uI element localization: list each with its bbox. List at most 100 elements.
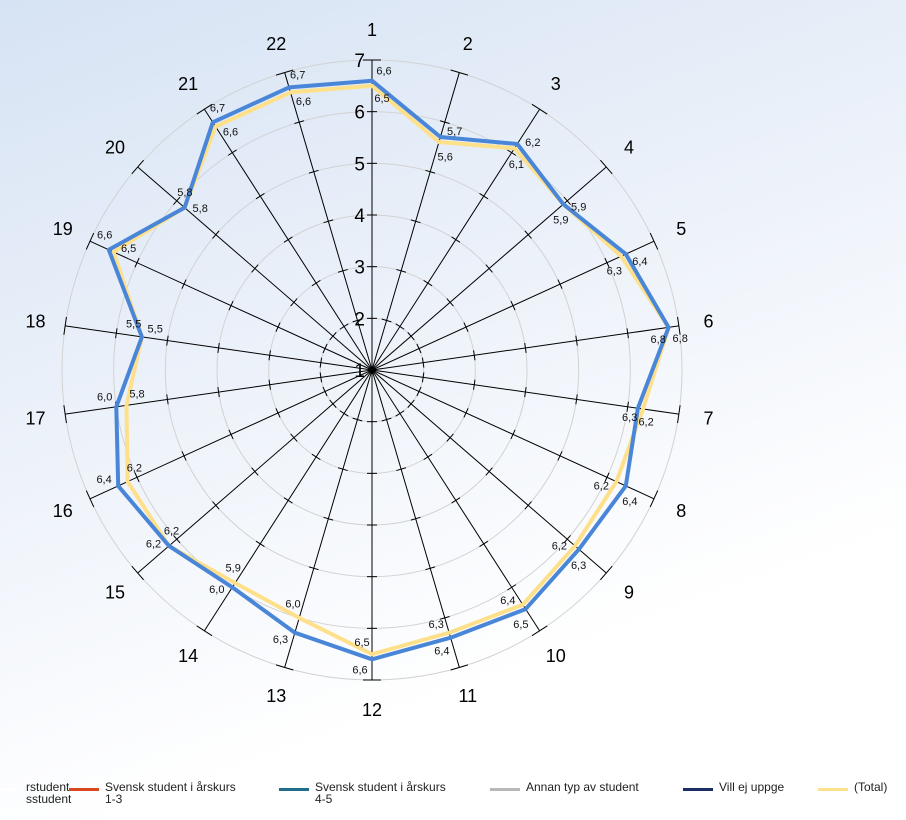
spoke-tick	[407, 399, 415, 408]
spoke-tick	[181, 279, 187, 289]
spoke-tick	[268, 379, 271, 390]
series-line	[106, 78, 671, 662]
spoke-label: 19	[53, 219, 73, 239]
spoke-tick	[626, 328, 629, 339]
spoke-tick	[251, 264, 259, 273]
spoke-tick	[524, 230, 532, 239]
spoke-tick	[463, 408, 469, 418]
spoke-label: 4	[624, 137, 634, 157]
spoke-tick	[283, 236, 293, 243]
value-label: 5,9	[226, 563, 241, 575]
spoke-tick	[268, 350, 271, 361]
value-label: 6,6	[352, 664, 367, 676]
value-label: 6,2	[594, 481, 609, 493]
legend-label: Svensk student i årskurs 4-5	[315, 780, 446, 806]
spoke-tick	[416, 343, 422, 354]
value-label: 6,6	[97, 230, 112, 242]
spoke-tick	[677, 316, 681, 335]
value-label: 6,4	[96, 474, 111, 486]
spoke-label: 1	[367, 20, 377, 40]
spoke-tick	[339, 323, 349, 330]
legend-item: (Total)	[818, 781, 887, 793]
spoke-tick	[421, 372, 425, 383]
spoke-label: 21	[178, 74, 198, 94]
spoke-tick	[115, 328, 118, 339]
spoke-tick	[563, 535, 571, 544]
value-label: 6,1	[509, 159, 524, 171]
spoke-label: 16	[53, 501, 73, 521]
value-label: 6,8	[651, 334, 666, 346]
spoke-tick	[228, 429, 234, 440]
spoke-label: 3	[551, 74, 561, 94]
value-label: 6,5	[354, 637, 369, 649]
value-label: 5,5	[126, 319, 141, 331]
spoke-tick	[677, 405, 681, 424]
spoke-label: 6	[704, 312, 714, 332]
spoke-tick	[649, 490, 659, 508]
value-label: 5,8	[177, 187, 192, 199]
spoke-tick	[600, 565, 613, 581]
ring-label: 2	[354, 309, 365, 330]
spoke-tick	[337, 268, 348, 273]
value-label: 6,4	[434, 646, 449, 658]
spoke-tick	[212, 501, 220, 510]
spoke-tick	[524, 342, 527, 353]
spoke-tick	[626, 401, 629, 412]
value-label: 6,3	[273, 634, 288, 646]
spoke-tick	[446, 433, 454, 442]
spoke-label: 8	[676, 501, 686, 521]
value-label: 6,0	[285, 599, 300, 611]
value-label: 6,3	[622, 412, 637, 424]
spoke-tick	[507, 149, 517, 156]
spoke-tick	[446, 298, 454, 307]
legend-swatch	[0, 788, 20, 791]
value-label: 6,0	[209, 584, 224, 596]
spoke-tick	[134, 257, 140, 268]
spoke-tick	[217, 387, 220, 398]
value-label: 6,3	[571, 560, 586, 572]
spoke-tick	[322, 386, 328, 397]
value-label: 5,7	[447, 126, 462, 138]
spoke-tick	[479, 193, 489, 200]
spoke-tick	[228, 300, 234, 311]
spoke-tick	[294, 120, 305, 125]
legend-swatch	[490, 788, 520, 791]
spoke-tick	[352, 318, 363, 323]
ring-label: 3	[354, 258, 365, 279]
spoke-tick	[604, 472, 610, 483]
spoke-tick	[524, 387, 527, 398]
spoke-tick	[181, 451, 187, 461]
spoke-tick	[507, 584, 517, 591]
spoke-tick	[329, 399, 337, 408]
spoke-tick	[63, 316, 67, 335]
legend-label: Svensk student i årskurs 1-3	[105, 780, 236, 806]
value-label: 6,4	[622, 496, 637, 508]
spoke-tick	[275, 322, 281, 332]
spoke-tick	[485, 264, 493, 273]
spoke-label: 2	[463, 34, 473, 54]
value-label: 6,6	[296, 96, 311, 108]
spoke-tick	[407, 332, 415, 341]
spoke-tick	[166, 335, 169, 346]
value-label: 6,7	[290, 70, 305, 82]
spoke-label: 13	[266, 686, 286, 706]
spoke-tick	[352, 417, 363, 422]
ring-label: 1	[354, 361, 365, 382]
legend-item: Annan typ av student	[490, 781, 639, 793]
spoke-tick	[395, 410, 405, 417]
spoke-label: 22	[266, 34, 286, 54]
spoke-tick	[319, 357, 323, 368]
spoke-tick	[423, 279, 433, 287]
value-label: 6,5	[374, 93, 389, 105]
spoke-tick	[575, 394, 578, 405]
spoke-tick	[557, 451, 563, 461]
spoke-tick	[381, 318, 392, 323]
spoke-tick	[410, 516, 421, 521]
legend-swatch	[279, 788, 309, 791]
spoke-tick	[251, 467, 259, 476]
value-label: 6,5	[121, 243, 136, 255]
spoke-tick	[473, 379, 476, 390]
spoke-tick	[479, 540, 489, 547]
spoke-tick	[173, 535, 181, 544]
value-label: 6,2	[127, 463, 142, 475]
